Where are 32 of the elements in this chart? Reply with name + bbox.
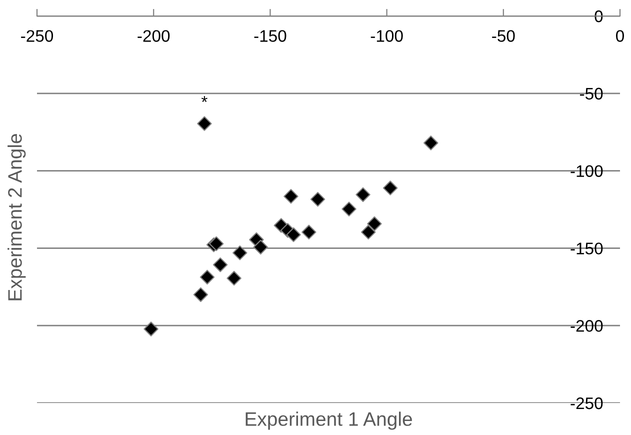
x-tick-label: -100	[370, 30, 403, 42]
point	[342, 202, 356, 216]
point	[361, 224, 376, 240]
y-tick-label: -50	[580, 88, 603, 100]
point	[200, 270, 215, 285]
point	[193, 287, 208, 302]
y-axis-title: Experiment 2 Angle	[8, 134, 26, 300]
point	[232, 245, 248, 260]
point	[197, 116, 212, 131]
point	[144, 322, 158, 336]
x-tick-label: -150	[254, 30, 286, 42]
annotation: *	[201, 96, 208, 102]
point	[356, 187, 370, 202]
y-tick-label: -200	[570, 320, 603, 332]
y-tick-label: -100	[570, 165, 603, 178]
point	[253, 240, 268, 254]
y-tick-label: -250	[570, 397, 603, 410]
x-tick-label: -250	[21, 30, 54, 42]
point	[424, 136, 438, 150]
y-tick-label: -150	[570, 242, 603, 254]
point	[286, 227, 301, 242]
x-tick-label: -200	[138, 30, 170, 42]
x-tick-label: 0	[616, 30, 624, 42]
point	[310, 192, 326, 207]
point	[284, 188, 298, 204]
point	[382, 180, 398, 196]
point	[212, 257, 228, 272]
point	[367, 216, 382, 232]
x-axis-title: Experiment 1 Angle	[246, 412, 412, 430]
point	[302, 224, 316, 240]
point	[226, 270, 242, 286]
x-tick-label: -50	[492, 30, 515, 42]
